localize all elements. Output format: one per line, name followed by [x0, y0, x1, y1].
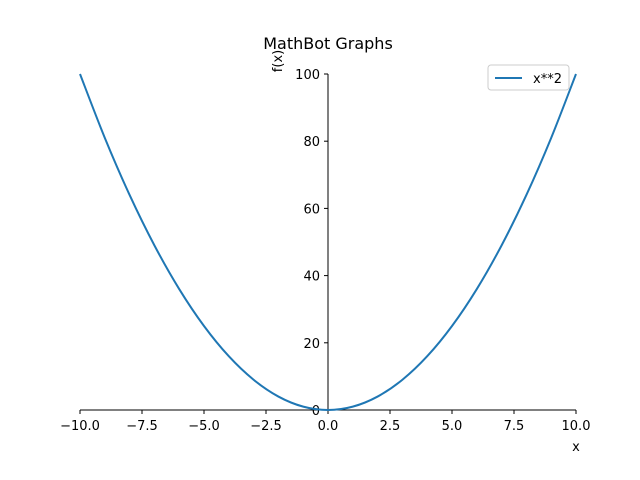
- x-tick-label: −10.0: [60, 419, 100, 434]
- x-tick-label: −7.5: [126, 419, 158, 434]
- x-tick-label: −2.5: [250, 419, 282, 434]
- chart-title: MathBot Graphs: [263, 34, 393, 53]
- legend-label: x**2: [533, 72, 562, 87]
- y-tick-label: 60: [303, 202, 320, 217]
- x-axis-label: x: [572, 440, 580, 455]
- y-tick-label: 80: [303, 135, 320, 150]
- series-line: [79, 73, 577, 412]
- x-tick-label: 7.5: [504, 419, 525, 434]
- x-tick-label: 5.0: [442, 419, 463, 434]
- x-tick-label: 10.0: [562, 419, 591, 434]
- y-tick-label: 40: [303, 270, 320, 285]
- x-tick-label: 2.5: [380, 419, 401, 434]
- y-tick-label: 0: [312, 404, 320, 419]
- x-tick-label: −5.0: [188, 419, 220, 434]
- x-tick-label: 0.0: [318, 419, 339, 434]
- y-tick-label: 20: [303, 337, 320, 352]
- legend-box: [487, 64, 570, 91]
- series-layer: [79, 73, 577, 412]
- y-axis-label: f(x): [271, 50, 286, 72]
- y-tick-label: 100: [295, 68, 320, 83]
- legend: x**2: [487, 64, 570, 91]
